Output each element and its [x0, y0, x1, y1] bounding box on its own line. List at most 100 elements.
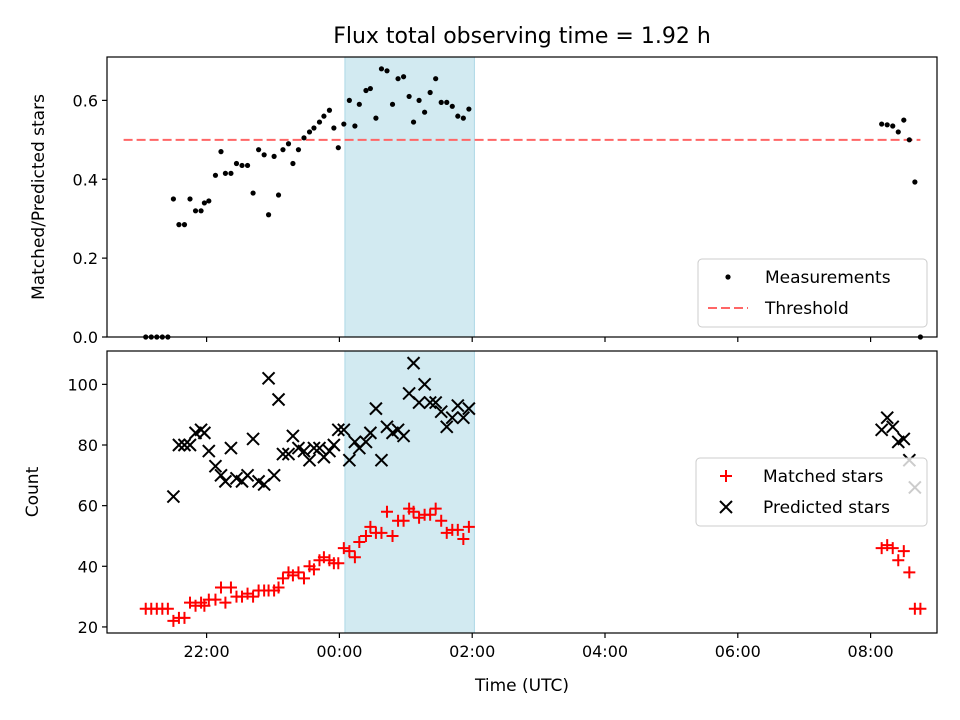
- legend-box: [697, 258, 928, 328]
- predicted-point: [423, 395, 437, 410]
- matched-point: [886, 542, 899, 555]
- predicted-point: [342, 453, 357, 467]
- legend-marker-measurements: [725, 274, 731, 280]
- measurement-point: [206, 198, 212, 204]
- predicted-point: [183, 438, 197, 452]
- y-tick-label: 0.4: [73, 170, 98, 189]
- matched-point: [184, 596, 196, 609]
- predicted-point: [428, 395, 443, 410]
- measurement-point: [341, 121, 347, 127]
- predicted-point: [246, 432, 260, 446]
- matched-point: [198, 599, 211, 612]
- measurement-point: [884, 122, 890, 128]
- matched-point: [457, 533, 470, 545]
- measurement-point: [295, 147, 302, 153]
- axes-frame: [106, 350, 938, 634]
- measurement-point: [198, 208, 204, 214]
- predicted-point: [886, 420, 900, 434]
- legend-label: Threshold: [764, 299, 849, 319]
- matched-point: [375, 526, 388, 539]
- matched-point: [178, 611, 191, 624]
- matched-point: [914, 602, 927, 615]
- matched-point: [276, 572, 289, 585]
- predicted-point: [218, 474, 233, 489]
- measurement-point: [890, 123, 896, 129]
- predicted-point: [874, 423, 889, 437]
- matched-point: [292, 566, 305, 579]
- measurement-point: [906, 137, 912, 143]
- x-tick-label: 02:00: [449, 642, 495, 661]
- measurement-point: [311, 125, 317, 131]
- y-tick-label: 60: [78, 497, 98, 516]
- matched-point: [435, 514, 448, 527]
- matched-point: [161, 602, 174, 615]
- predicted-point: [202, 444, 216, 458]
- predicted-point: [412, 395, 426, 410]
- predicted-point: [166, 489, 181, 504]
- measurement-point: [455, 113, 461, 119]
- matched-point: [236, 590, 249, 603]
- matched-point: [380, 505, 393, 518]
- y-tick-label: 0.2: [73, 249, 98, 268]
- measurement-point: [406, 93, 412, 100]
- y-axis-label: Count: [23, 466, 43, 517]
- predicted-point: [348, 435, 362, 449]
- measurement-point: [895, 129, 901, 135]
- measurement-point: [218, 149, 224, 155]
- legend: Matched stars Predicted stars: [695, 457, 928, 527]
- matched-point: [224, 581, 237, 594]
- matched-point: [903, 566, 916, 579]
- predicted-point: [374, 453, 389, 467]
- measurement-point: [384, 68, 390, 74]
- measurement-point: [433, 76, 439, 82]
- legend-label: Measurements: [765, 268, 891, 288]
- matched-point: [364, 520, 377, 533]
- x-axis-label: Time (UTC): [474, 676, 569, 696]
- x-tick-label: 22:00: [184, 642, 230, 661]
- predicted-point: [281, 447, 296, 461]
- matched-point: [386, 529, 399, 542]
- measurement-point: [306, 129, 313, 135]
- measurement-point: [444, 99, 450, 105]
- legend: Measurements Threshold: [697, 258, 928, 328]
- measurement-point: [326, 107, 333, 113]
- matched-point: [875, 542, 888, 555]
- series-matched-stars: [139, 502, 927, 627]
- predicted-point: [359, 435, 373, 449]
- axes-frame: [106, 56, 938, 338]
- measurement-point: [275, 192, 282, 198]
- measurement-point: [271, 153, 277, 159]
- matched-point: [429, 502, 442, 515]
- measurement-point: [389, 101, 396, 107]
- measurement-point: [410, 119, 417, 125]
- predicted-point: [337, 423, 351, 437]
- x-tick-label: 00:00: [316, 642, 362, 661]
- predicted-point: [363, 426, 378, 440]
- measurement-point: [356, 101, 362, 107]
- measurement-point: [192, 208, 199, 214]
- matched-point: [881, 539, 894, 552]
- matched-point: [307, 563, 320, 576]
- measurement-point: [280, 147, 286, 153]
- measurement-point: [201, 200, 207, 206]
- measurement-point: [427, 89, 433, 96]
- measurement-point: [449, 103, 455, 109]
- bottom-panel: 20 40 60 80 100 22:00 00:00 02:00 04:00 06:00 08:0…: [23, 350, 938, 661]
- predicted-point: [302, 453, 317, 467]
- predicted-point: [451, 398, 465, 413]
- matched-point: [897, 545, 910, 558]
- measurement-point: [228, 170, 234, 176]
- matched-point: [209, 593, 222, 606]
- predicted-point: [434, 404, 448, 419]
- measurement-point: [331, 125, 337, 131]
- predicted-point: [197, 426, 212, 440]
- predicted-point: [172, 438, 186, 452]
- y-axis-label: Matched/Predicted stars: [29, 94, 49, 300]
- predicted-point: [880, 411, 894, 425]
- predicted-point: [276, 447, 290, 461]
- measurement-point: [378, 66, 385, 72]
- predicted-point: [396, 429, 411, 443]
- legend-marker-matched: [720, 470, 732, 482]
- predicted-point: [214, 468, 228, 483]
- measurement-point: [363, 87, 369, 94]
